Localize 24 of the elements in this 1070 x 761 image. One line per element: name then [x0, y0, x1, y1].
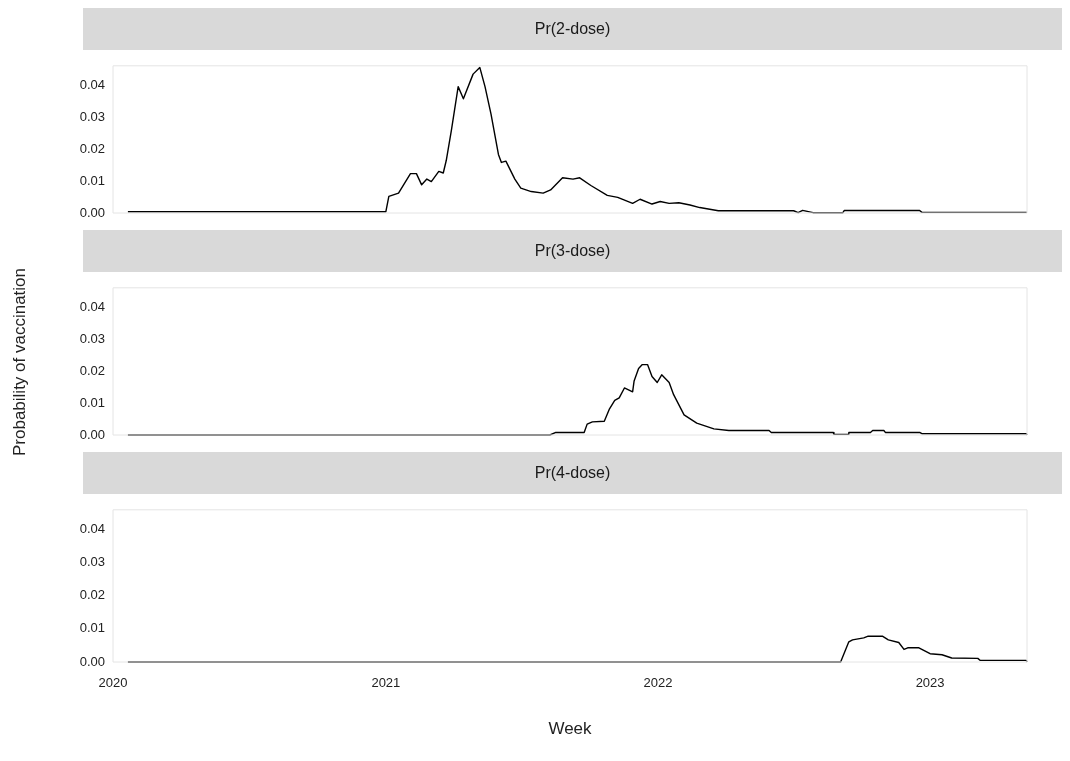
y-tick-label: 0.04 [79, 298, 105, 314]
x-axis-title: Week [548, 719, 593, 739]
y-tick-label: 0.02 [79, 587, 105, 603]
y-tick-label: 0.03 [79, 554, 105, 570]
chart-title: Pr(4-dose) [83, 452, 1062, 494]
y-tick-label: 0.01 [79, 172, 105, 188]
y-tick-label: 0.04 [79, 76, 105, 92]
y-tick-label: 0.00 [79, 653, 105, 669]
y-tick-label: 0.02 [79, 140, 105, 156]
x-tick-label: 2021 [371, 675, 401, 691]
x-tick-label: 2020 [98, 675, 128, 691]
chart-title: Pr(2-dose) [83, 8, 1062, 50]
x-tick-label: 2023 [915, 675, 945, 691]
y-tick-label: 0.01 [79, 620, 105, 636]
y-tick-label: 0.02 [79, 362, 105, 378]
y-tick-label: 0.00 [79, 204, 105, 220]
chart-title: Pr(3-dose) [83, 230, 1062, 272]
y-tick-label: 0.01 [79, 394, 105, 410]
x-tick-label: 2022 [643, 675, 673, 691]
y-tick-label: 0.00 [79, 426, 105, 442]
y-tick-label: 0.04 [79, 521, 105, 537]
y-axis-title: Probability of vaccination [10, 267, 30, 457]
y-tick-label: 0.03 [79, 330, 105, 346]
y-tick-label: 0.03 [79, 108, 105, 124]
